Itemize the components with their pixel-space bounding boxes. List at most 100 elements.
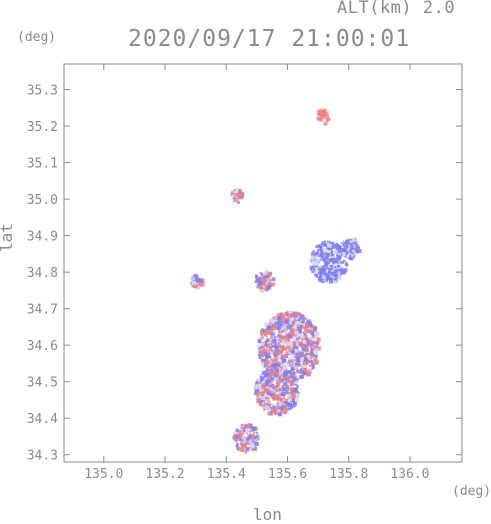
echo-pixel <box>326 242 329 245</box>
echo-pixel <box>277 355 281 359</box>
echo-pixel <box>284 319 288 323</box>
echo-pixel <box>318 113 322 116</box>
echo-pixel <box>266 275 270 279</box>
echo-pixel <box>277 373 281 377</box>
echo-pixel <box>281 314 286 319</box>
plot-frame <box>63 63 463 463</box>
echo-pixel <box>259 271 262 274</box>
x-axis-title: lon <box>253 505 282 524</box>
echo-pixel <box>292 312 295 315</box>
echo-pixel <box>301 320 305 324</box>
echo-pixel <box>297 364 300 367</box>
echo-pixel <box>333 270 337 274</box>
echo-pixel <box>273 331 276 334</box>
echo-pixel <box>290 343 295 348</box>
echo-pixel <box>287 374 292 378</box>
echo-pixel <box>258 345 263 350</box>
echo-pixel <box>337 264 340 268</box>
echo-pixel <box>264 370 267 372</box>
echo-pixel <box>261 391 265 395</box>
echo-pixel <box>315 331 320 336</box>
echo-pixel <box>307 322 312 327</box>
echo-pixel <box>257 344 261 348</box>
echo-pixel <box>313 358 318 363</box>
echo-pixel <box>300 334 305 339</box>
echo-pixel <box>322 265 325 268</box>
echo-pixel <box>238 433 243 438</box>
echo-pixel <box>301 347 306 352</box>
echo-pixel <box>277 322 280 325</box>
echo-pixel <box>313 271 317 274</box>
echo-pixel <box>305 343 310 348</box>
echo-pixel <box>260 376 265 381</box>
echo-pixel <box>288 357 292 361</box>
echo-pixel <box>287 333 291 337</box>
echo-pixel <box>270 411 273 414</box>
echo-pixel <box>288 349 292 353</box>
echo-pixel <box>300 319 303 322</box>
echo-pixel <box>280 396 284 399</box>
echo-pixel <box>304 335 308 339</box>
echo-pixel <box>280 320 283 323</box>
echo-pixel <box>289 340 294 345</box>
echo-pixel <box>329 277 333 281</box>
echo-pixel <box>341 248 343 251</box>
echo-pixel <box>267 391 272 396</box>
echo-pixel <box>306 326 309 329</box>
echo-pixel <box>268 338 272 342</box>
echo-pixel <box>308 339 311 343</box>
echo-pixel <box>196 286 201 290</box>
echo-pixel <box>245 437 249 441</box>
echo-pixel <box>251 448 255 451</box>
echo-pixel <box>292 325 297 330</box>
echo-pixel <box>271 351 273 354</box>
echo-pixel <box>263 372 266 375</box>
echo-pixel <box>282 358 287 363</box>
echo-pixel <box>303 317 306 320</box>
echo-pixel <box>257 339 262 344</box>
echo-pixel <box>278 377 281 380</box>
echo-pixel <box>329 264 334 269</box>
echo-pixel <box>299 351 304 356</box>
echo-pixel <box>320 254 325 259</box>
echo-pixel <box>336 256 341 261</box>
echo-pixel <box>258 280 263 285</box>
echo-pixel <box>284 312 288 315</box>
echo-pixel <box>293 341 297 345</box>
echo-pixel <box>279 350 283 354</box>
echo-pixel <box>275 379 277 382</box>
echo-pixel <box>331 244 336 248</box>
echo-pixel <box>271 282 276 287</box>
echo-pixel <box>295 375 298 377</box>
echo-pixel <box>282 365 287 370</box>
echo-pixel <box>289 377 293 381</box>
echo-pixel <box>342 270 347 275</box>
echo-pixel <box>287 339 291 343</box>
echo-pixel <box>293 344 296 347</box>
echo-pixel <box>266 372 270 377</box>
echo-pixel <box>277 329 280 332</box>
echo-pixel <box>311 265 314 268</box>
echo-pixel <box>279 375 283 379</box>
echo-pixel <box>278 348 281 350</box>
x-tick-label: 135.0 <box>84 467 123 482</box>
echo-pixel <box>282 375 286 379</box>
echo-pixel <box>311 270 315 274</box>
echo-pixel <box>291 362 294 365</box>
echo-pixel <box>273 394 276 398</box>
echo-pixel <box>312 347 316 351</box>
echo-pixel <box>328 268 333 273</box>
echo-pixel <box>287 337 291 341</box>
echo-pixel <box>300 356 304 361</box>
echo-pixel <box>263 365 266 368</box>
echo-pixel <box>233 197 236 200</box>
echo-pixel <box>312 268 315 271</box>
echo-pixel <box>269 324 272 327</box>
echo-pixel <box>278 338 282 342</box>
echo-pixel <box>246 440 249 443</box>
y-tick-label: 34.6 <box>27 339 58 354</box>
echo-pixel <box>278 387 283 392</box>
echo-pixel <box>277 343 282 348</box>
echo-pixel <box>302 319 305 322</box>
echo-pixel <box>248 423 251 426</box>
